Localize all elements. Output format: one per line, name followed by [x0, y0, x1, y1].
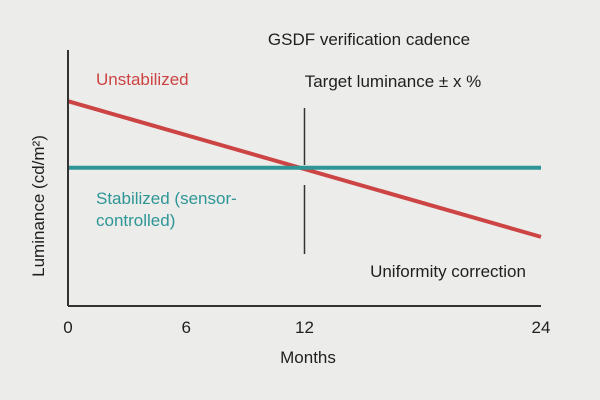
series-label-stabilized-line1: Stabilized (sensor- — [96, 189, 237, 208]
annotation-target: Target luminance ± x % — [305, 72, 482, 91]
x-tick-label: 6 — [182, 318, 191, 337]
series-label-stabilized-line2: controlled) — [96, 211, 175, 230]
x-tick-label: 24 — [532, 318, 551, 337]
annotation-uniformity: Uniformity correction — [370, 262, 526, 281]
x-tick-label: 0 — [63, 318, 72, 337]
annotation-cadence: GSDF verification cadence — [268, 30, 470, 49]
y-axis-label: Luminance (cd/m²) — [29, 135, 48, 277]
x-axis-label: Months — [280, 348, 336, 367]
x-tick-label: 12 — [295, 318, 314, 337]
series-label-unstabilized: Unstabilized — [96, 70, 189, 89]
